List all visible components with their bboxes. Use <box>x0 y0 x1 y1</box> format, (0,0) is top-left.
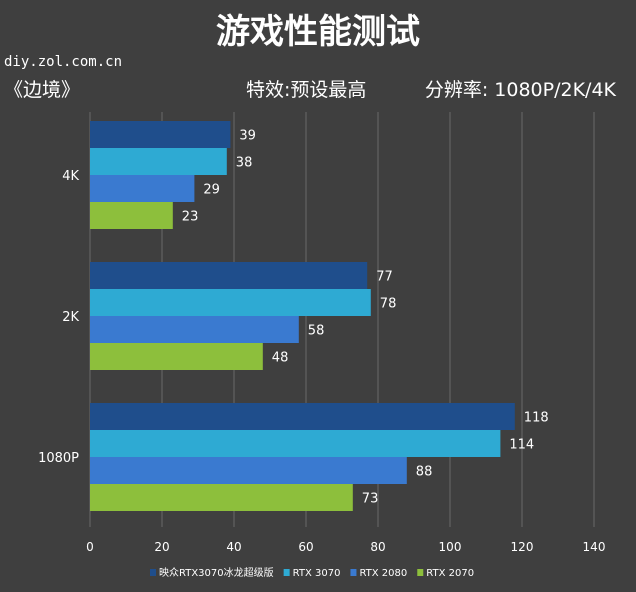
x-tick-label: 120 <box>511 540 534 554</box>
x-tick-label: 140 <box>583 540 606 554</box>
legend-label: 映众RTX3070冰龙超级版 <box>159 566 274 579</box>
legend-label: RTX 2080 <box>359 568 407 579</box>
x-tick-label: 80 <box>370 540 385 554</box>
x-tick-label: 0 <box>86 540 94 554</box>
bar <box>90 343 263 370</box>
game-name: 《边境》 <box>4 79 81 101</box>
resolutions-label: 分辨率: 1080P/2K/4K <box>424 79 616 101</box>
bar <box>90 403 515 430</box>
legend-swatch <box>283 569 290 576</box>
bar <box>90 175 195 202</box>
x-tick-label: 60 <box>298 540 313 554</box>
data-label: 38 <box>236 156 253 171</box>
category-label: 4K <box>62 169 79 184</box>
data-label: 29 <box>203 183 220 198</box>
bar <box>90 202 173 229</box>
data-label: 73 <box>362 492 379 507</box>
legend-label: RTX 3070 <box>293 568 341 579</box>
legend-swatch <box>417 569 424 576</box>
data-label: 58 <box>308 324 325 339</box>
legend-swatch <box>350 569 357 576</box>
bar <box>90 457 407 484</box>
data-label: 39 <box>239 129 256 144</box>
bar <box>90 148 227 175</box>
x-tick-label: 40 <box>226 540 241 554</box>
settings-label: 特效:预设最高 <box>246 79 367 101</box>
data-label: 118 <box>524 411 549 426</box>
chart-title: 游戏性能测试 <box>216 12 420 52</box>
bar <box>90 121 231 148</box>
legend-label: RTX 2070 <box>426 568 474 579</box>
legend-swatch <box>150 569 156 576</box>
data-label: 114 <box>509 438 534 453</box>
bar <box>90 316 299 343</box>
bar <box>90 484 353 511</box>
bar <box>90 289 371 316</box>
bar <box>90 430 501 457</box>
data-label: 48 <box>272 351 289 366</box>
category-label: 2K <box>62 310 79 325</box>
data-label: 23 <box>182 210 199 225</box>
x-tick-label: 20 <box>154 540 169 554</box>
category-label: 1080P <box>38 451 79 466</box>
watermark: diy.zol.com.cn <box>4 54 123 70</box>
x-tick-label: 100 <box>439 540 462 554</box>
data-label: 88 <box>416 465 433 480</box>
bar <box>90 262 368 289</box>
data-label: 77 <box>376 270 393 285</box>
data-label: 78 <box>380 297 397 312</box>
